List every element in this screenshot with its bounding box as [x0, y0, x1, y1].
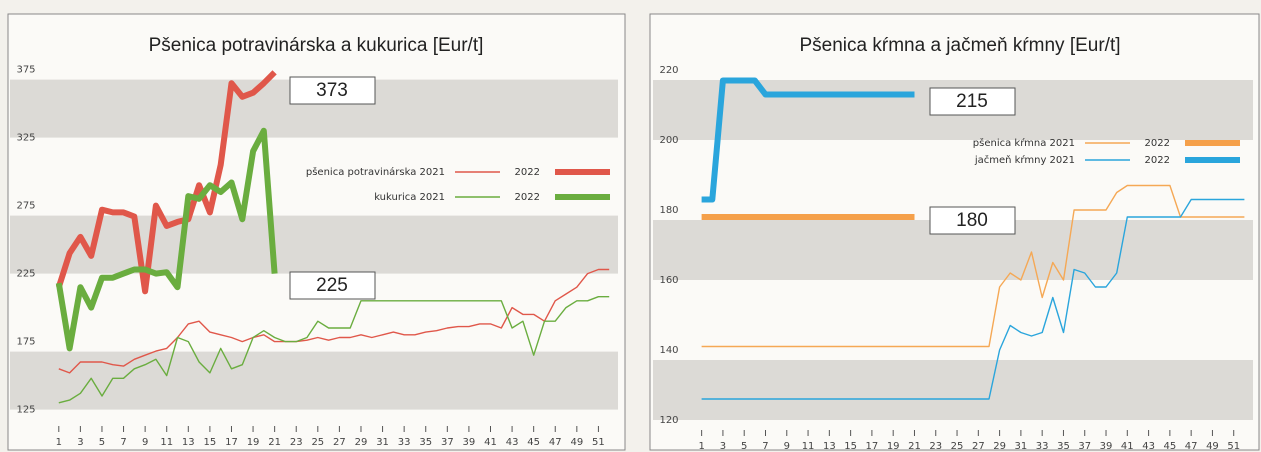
x-tick-label: 7 — [762, 441, 768, 452]
x-tick-label: 11 — [160, 437, 173, 448]
annotation-box — [289, 271, 376, 300]
x-tick-label: 3 — [720, 441, 726, 452]
x-tick-label: 11 — [802, 441, 815, 452]
x-tick-label: 49 — [570, 437, 583, 448]
x-tick-label: 27 — [972, 441, 985, 452]
legend-label: 2022 — [1145, 138, 1170, 149]
legend-label: pšenica potravinárska 2021 — [306, 166, 445, 178]
x-tick-label: 21 — [268, 437, 281, 448]
annotation: 373 — [316, 80, 348, 101]
y-tick-label: 180 — [659, 205, 678, 216]
x-tick-label: 51 — [1227, 441, 1240, 452]
x-tick-label: 9 — [142, 437, 148, 448]
x-tick-label: 35 — [1057, 441, 1070, 452]
legend-label: pšenica kŕmna 2021 — [973, 137, 1075, 149]
legend-label: 2022 — [515, 192, 540, 203]
x-tick-label: 45 — [1164, 441, 1177, 452]
series-line — [58, 268, 610, 374]
x-tick-label: 31 — [376, 437, 389, 448]
x-tick-label: 21 — [908, 441, 921, 452]
x-tick-label: 5 — [99, 437, 105, 448]
series-line — [701, 77, 915, 203]
x-tick-label: 25 — [311, 437, 324, 448]
x-tick-label: 29 — [355, 437, 368, 448]
x-tick-label: 1 — [56, 437, 62, 448]
x-tick-label: 19 — [247, 437, 260, 448]
x-tick-label: 15 — [204, 437, 217, 448]
annotation: 215 — [956, 91, 988, 112]
x-tick-label: 39 — [1100, 441, 1113, 452]
grid-band — [653, 360, 1253, 420]
y-tick-label: 140 — [659, 345, 678, 356]
annotation-box — [289, 76, 376, 105]
x-tick-label: 23 — [929, 441, 942, 452]
chart-title: Pšenica potravinárska a kukurica [Eur/t] — [149, 35, 484, 56]
y-tick-label: 175 — [16, 337, 35, 348]
y-tick-label: 225 — [16, 269, 35, 280]
legend-label: 2022 — [1145, 155, 1170, 166]
x-tick-label: 29 — [993, 441, 1006, 452]
annotation-box — [929, 206, 1016, 235]
x-tick-label: 13 — [823, 441, 836, 452]
series-line — [55, 70, 277, 295]
y-tick-label: 200 — [659, 135, 678, 146]
x-tick-label: 43 — [506, 437, 519, 448]
x-tick-label: 17 — [866, 441, 879, 452]
x-tick-label: 7 — [120, 437, 126, 448]
x-tick-label: 13 — [182, 437, 195, 448]
x-tick-label: 47 — [1185, 441, 1198, 452]
x-tick-label: 45 — [527, 437, 540, 448]
x-tick-label: 3 — [77, 437, 83, 448]
x-tick-label: 15 — [844, 441, 857, 452]
x-tick-label: 43 — [1142, 441, 1155, 452]
x-tick-label: 41 — [1121, 441, 1134, 452]
x-tick-label: 37 — [1078, 441, 1091, 452]
x-tick-label: 39 — [463, 437, 476, 448]
chart-title: Pšenica kŕmna a jačmeň kŕmny [Eur/t] — [800, 35, 1121, 56]
grid-band — [10, 351, 618, 410]
y-tick-label: 375 — [16, 65, 35, 76]
x-tick-label: 47 — [549, 437, 562, 448]
x-tick-label: 25 — [951, 441, 964, 452]
x-tick-label: 33 — [1036, 441, 1049, 452]
legend-label: kukurica 2021 — [374, 192, 445, 203]
x-tick-label: 41 — [484, 437, 497, 448]
y-tick-label: 120 — [659, 415, 678, 426]
x-tick-label: 19 — [887, 441, 900, 452]
x-tick-label: 37 — [441, 437, 454, 448]
y-tick-label: 220 — [659, 65, 678, 76]
y-tick-label: 325 — [16, 133, 35, 144]
x-tick-label: 27 — [333, 437, 346, 448]
x-tick-label: 9 — [784, 441, 790, 452]
annotation-box — [929, 87, 1016, 116]
x-tick-label: 5 — [741, 441, 747, 452]
x-tick-label: 23 — [290, 437, 303, 448]
grid-band — [10, 215, 618, 274]
x-tick-label: 35 — [419, 437, 432, 448]
y-tick-label: 125 — [16, 405, 35, 416]
x-tick-label: 31 — [1015, 441, 1028, 452]
series-line — [55, 127, 278, 352]
annotation: 225 — [316, 275, 348, 296]
series-line — [701, 198, 1245, 400]
y-tick-label: 275 — [16, 201, 35, 212]
legend-label: 2022 — [515, 167, 540, 178]
x-tick-label: 17 — [225, 437, 238, 448]
x-tick-label: 33 — [398, 437, 411, 448]
series-line — [58, 296, 610, 404]
annotation: 180 — [956, 210, 988, 231]
x-tick-label: 51 — [592, 437, 605, 448]
x-tick-label: 49 — [1206, 441, 1219, 452]
y-tick-label: 160 — [659, 275, 678, 286]
x-tick-label: 1 — [698, 441, 704, 452]
legend-label: jačmeň kŕmny 2021 — [974, 154, 1075, 166]
series-line — [701, 184, 1245, 348]
